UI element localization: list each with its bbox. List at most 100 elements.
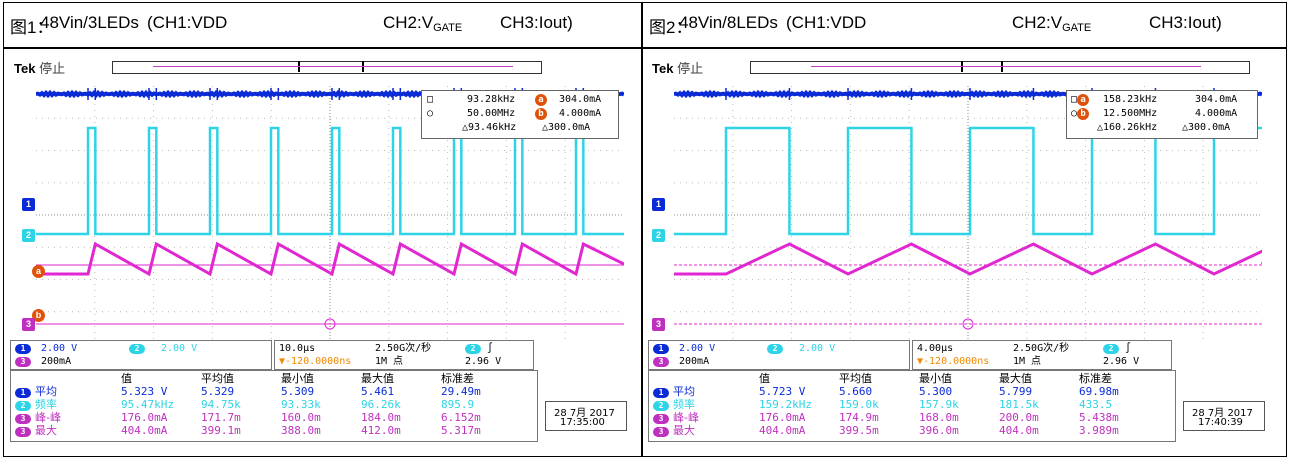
ch2-scale: 2.00 V: [161, 343, 198, 354]
scope-panel-2: Tek 停止 □ a 158.23kHz 304.0mA ○ b 12.500MHz…: [646, 58, 1265, 442]
measure-header: 标准差: [1079, 372, 1112, 385]
ch2-chip: 2: [129, 344, 145, 354]
measure-value: 96.26k: [361, 398, 401, 411]
measure-channel-chip: 3: [653, 425, 669, 437]
cursor-readout: □ a 158.23kHz 304.0mA ○ b 12.500MHz 4.000m…: [1066, 90, 1258, 139]
timebase-box[interactable]: 10.0μs ▼-120.0000ns 2.50G次/秒 1M 点 2 ∫ 2.…: [274, 340, 534, 370]
measure-value: 5.799: [999, 385, 1033, 398]
ch3-trace: [36, 241, 624, 277]
ch1-scale: 2.00 V: [679, 343, 716, 354]
ch2-trace: [674, 126, 1262, 236]
figure-table: 图1： 48Vin/3LEDs (CH1:VDD CH2:VGATE CH3:I…: [3, 2, 1287, 457]
marker-b-icon: b: [1077, 108, 1090, 120]
measure-value: 5.461: [361, 385, 395, 398]
cursor-freq-2: 12.500MHz: [1103, 108, 1158, 119]
run-status: 停止: [677, 61, 704, 76]
measure-value: 29.49m: [441, 385, 481, 398]
channel-scale-box[interactable]: 1 2.00 V 2 2.00 V 3 200mA: [648, 340, 910, 370]
measure-header: 值: [121, 372, 132, 385]
measure-value: 6.152m: [441, 411, 481, 424]
marker-a-icon: a: [535, 94, 547, 106]
measure-header: 平均值: [839, 372, 872, 385]
measure-channel-chip: 3: [653, 412, 669, 424]
record-length: 1M 点: [1013, 356, 1042, 367]
record-length: 1M 点: [375, 356, 404, 367]
cursor-delta-current: △300.0mA: [542, 122, 591, 133]
figure-1-number: 图1：: [10, 18, 54, 37]
trigger-source-chip: 2: [1103, 344, 1119, 354]
marker-b-tag: b: [32, 309, 45, 322]
cursor-delta-freq: △160.26kHz: [1097, 122, 1158, 133]
measure-value: 5.329: [201, 385, 235, 398]
header-divider: [4, 47, 1286, 49]
marker-a-icon: a: [1077, 94, 1090, 106]
cursor-current-1: 304.0mA: [1195, 94, 1238, 105]
measure-value: 171.7m: [201, 411, 241, 424]
measure-channel-chip: 3: [15, 412, 31, 424]
cursor-freq-1: 93.28kHz: [467, 94, 516, 105]
ch1-chip: 1: [653, 344, 669, 354]
measure-value: 399.5m: [839, 424, 879, 437]
measure-value: 5.317m: [441, 424, 481, 437]
figure-2-ch2-label: CH2:VGATE: [1012, 13, 1092, 34]
scope-panel-1: Tek 停止 □ 93.28kHz a 304.0mA ○ 50.00MHz b…: [8, 58, 627, 442]
measure-header: 标准差: [441, 372, 474, 385]
channel-scale-box[interactable]: 1 2.00 V 2 2.00 V 3 200mA: [10, 340, 272, 370]
ch2-ground-marker[interactable]: 2: [652, 229, 665, 242]
measure-value: 95.47kHz: [121, 398, 174, 411]
scope-brand: Tek 停止: [652, 61, 704, 76]
ch3-ground-marker[interactable]: 3: [22, 318, 35, 331]
figure-2-number: 图2：: [649, 18, 693, 37]
ch1-scale: 2.00 V: [41, 343, 78, 354]
rising-edge-icon: ∫: [1125, 343, 1132, 354]
ch2-ground-marker[interactable]: 2: [22, 229, 35, 242]
ch3-chip: 3: [15, 357, 31, 367]
timestamp: 28 7月 2017 17:40:39: [1183, 401, 1265, 431]
figure-2-ch3-label: CH3:Iout): [1149, 13, 1222, 32]
measure-header: 最小值: [919, 372, 952, 385]
measure-value: 404.0mA: [121, 424, 168, 437]
measure-value: 399.1m: [201, 424, 241, 437]
measure-value: 388.0m: [281, 424, 321, 437]
measure-label: 最大: [35, 424, 57, 437]
measure-value: 168.0m: [919, 411, 959, 424]
measure-label: 频率: [35, 398, 57, 411]
trigger-level: 2.96 V: [465, 356, 502, 367]
ch3-ground-marker[interactable]: 3: [652, 318, 665, 331]
cursor-delta-freq: △93.46kHz: [462, 122, 517, 133]
waveform-display: □ a 158.23kHz 304.0mA ○ b 12.500MHz 4.000m…: [674, 86, 1262, 344]
ch3-scale: 200mA: [41, 356, 72, 367]
measure-value: 94.75k: [201, 398, 241, 411]
measure-value: 159.2kHz: [759, 398, 812, 411]
measure-value: 433.5: [1079, 398, 1113, 411]
measure-label: 峰-峰: [35, 411, 61, 424]
measure-value: 157.9k: [919, 398, 959, 411]
marker-b-icon: b: [535, 108, 547, 120]
ch2-chip: 2: [767, 344, 783, 354]
time: 17:40:39: [1198, 417, 1243, 428]
rising-edge-icon: ∫: [487, 343, 494, 354]
scope-brand: Tek 停止: [14, 61, 66, 76]
cursor-current-1: 304.0mA: [559, 94, 602, 105]
figure-1-ch3-label: CH3:Iout): [500, 13, 573, 32]
measure-value: 404.0mA: [759, 424, 806, 437]
ch2-scale: 2.00 V: [799, 343, 836, 354]
measure-value: 396.0m: [919, 424, 959, 437]
trigger-point: [962, 318, 974, 330]
cursor-b-circle-icon: ○: [1071, 108, 1078, 119]
ch1-ground-marker[interactable]: 1: [652, 198, 665, 211]
figure-2-condition: 48Vin/8LEDs: [679, 13, 778, 32]
cursor-current-2: 4.000mA: [1195, 108, 1238, 119]
measure-value: 5.660: [839, 385, 873, 398]
measure-value: 404.0m: [999, 424, 1039, 437]
trigger-source-chip: 2: [465, 344, 481, 354]
cursor-delta-current: △300.0mA: [1182, 122, 1231, 133]
timebase-box[interactable]: 4.00μs ▼-120.0000ns 2.50G次/秒 1M 点 2 ∫ 2.…: [912, 340, 1172, 370]
ch1-ground-marker[interactable]: 1: [22, 198, 35, 211]
measure-value: 5.323 V: [121, 385, 168, 398]
record-overview-bar: [750, 61, 1250, 74]
run-status: 停止: [39, 61, 66, 76]
ch3-chip: 3: [653, 357, 669, 367]
measure-header: 值: [759, 372, 770, 385]
measure-value: 5.309: [281, 385, 315, 398]
